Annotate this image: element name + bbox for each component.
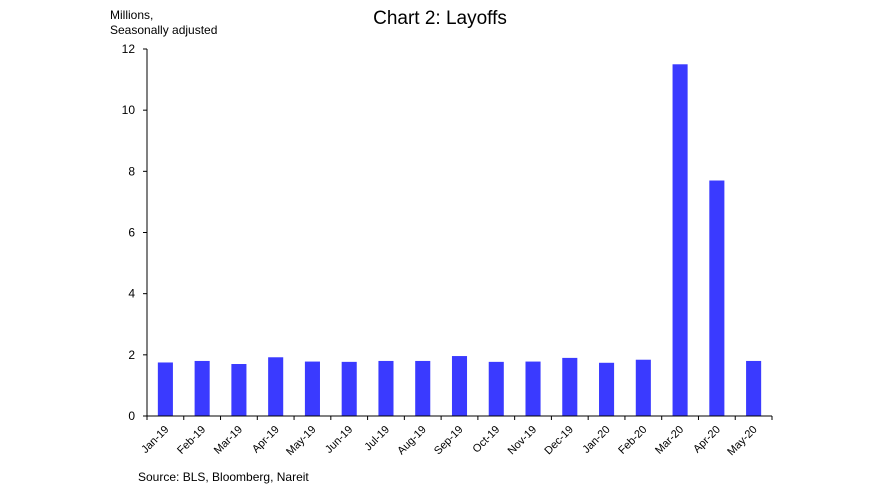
x-tick-label: Sep-19 xyxy=(432,424,466,458)
source-note: Source: BLS, Bloomberg, Nareit xyxy=(138,470,309,484)
y-tick-label: 0 xyxy=(128,409,135,423)
y-tick-label: 12 xyxy=(122,42,136,56)
y-tick-label: 6 xyxy=(128,226,135,240)
x-tick-label: Oct-19 xyxy=(471,424,503,456)
bar-mar-20 xyxy=(672,64,688,417)
x-tick-label: Dec-19 xyxy=(542,424,576,458)
x-tick-label: Apr-20 xyxy=(691,424,723,456)
y-tick-label: 10 xyxy=(122,103,136,117)
bar-jan-20 xyxy=(599,362,615,416)
x-tick-label: May-20 xyxy=(725,424,759,458)
unit-label-line-1: Millions, xyxy=(110,8,154,22)
bar-jun-19 xyxy=(341,361,357,416)
x-tick-label: Feb-20 xyxy=(616,424,649,457)
bar-apr-20 xyxy=(709,180,725,416)
bar-oct-19 xyxy=(488,361,504,416)
x-tick-label: Jul-19 xyxy=(362,424,392,454)
unit-label: Millions, Seasonally adjusted xyxy=(110,8,217,38)
bar-sep-19 xyxy=(451,356,468,416)
x-tick-label: Jun-19 xyxy=(323,424,355,456)
y-tick-label: 8 xyxy=(128,164,135,178)
x-tick-label: Jan-19 xyxy=(139,424,171,456)
x-tick-label: Jan-20 xyxy=(580,424,612,456)
bar-mar-19 xyxy=(231,364,247,416)
bar-feb-20 xyxy=(635,359,651,416)
bar-may-19 xyxy=(304,361,320,416)
y-tick-label: 2 xyxy=(128,348,135,362)
x-tick-label: Feb-19 xyxy=(175,424,208,457)
x-tick-label: Nov-19 xyxy=(506,424,540,458)
bar-jan-19 xyxy=(157,362,173,416)
bar-feb-19 xyxy=(194,360,210,416)
x-tick-label: Aug-19 xyxy=(395,424,429,458)
bar-jul-19 xyxy=(378,360,394,416)
x-tick-label: Mar-20 xyxy=(653,424,686,457)
chart-title: Chart 2: Layoffs xyxy=(373,8,507,29)
bar-apr-19 xyxy=(268,357,284,416)
x-tick-label: Mar-19 xyxy=(212,424,245,457)
x-tick-label: Apr-19 xyxy=(250,424,282,456)
unit-label-line-2: Seasonally adjusted xyxy=(110,23,218,37)
bar-nov-19 xyxy=(525,361,541,416)
bar-may-20 xyxy=(746,360,762,416)
bar-aug-19 xyxy=(415,360,431,416)
x-tick-label: May-19 xyxy=(284,424,318,458)
y-tick-label: 4 xyxy=(128,287,135,301)
bar-dec-19 xyxy=(562,357,578,416)
